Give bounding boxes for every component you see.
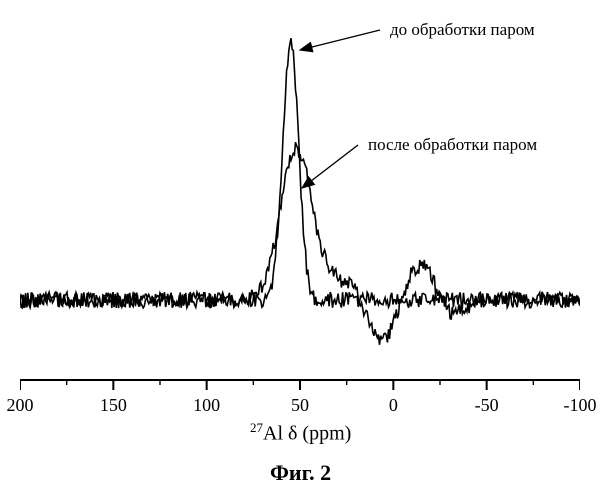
annotation-arrow (300, 30, 380, 50)
x-tick-label: 150 (100, 395, 127, 416)
figure-caption: Фиг. 2 (270, 460, 331, 486)
x-tick-label: 200 (7, 395, 34, 416)
x-tick-label: -50 (475, 395, 499, 416)
x-tick-label: 0 (389, 395, 398, 416)
x-axis-title: 27Al δ (ppm) (250, 420, 351, 446)
x-tick-label: -100 (564, 395, 597, 416)
nmr-plot (20, 10, 580, 410)
annotation-after-steam: после обработки паром (368, 135, 537, 155)
annotation-before-steam: до обработки паром (390, 20, 535, 40)
series-before (20, 38, 580, 308)
x-tick-label: 100 (193, 395, 220, 416)
x-tick-label: 50 (291, 395, 309, 416)
figure-root: 200 150 100 50 0 -50 -100 27Al δ (ppm) до обра… (0, 0, 611, 500)
annotation-arrow (302, 145, 358, 188)
